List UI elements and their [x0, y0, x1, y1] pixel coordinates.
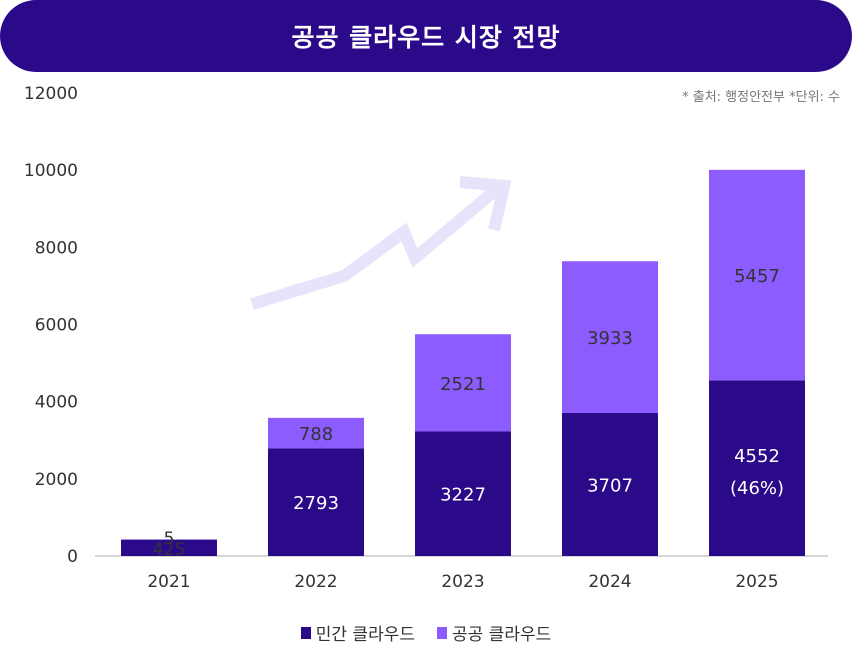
y-tick-label: 2000 [35, 470, 78, 490]
data-label-public: 5 [164, 529, 175, 549]
bar-private [268, 448, 364, 556]
bar-private [415, 431, 511, 556]
y-tick-label: 0 [67, 547, 78, 567]
legend-swatch-public [437, 626, 447, 639]
legend-label-private: 민간 클라우드 [315, 625, 415, 645]
bar-private [709, 380, 805, 556]
data-label-private: 3227 [440, 485, 486, 506]
x-tick-label: 2025 [735, 572, 778, 592]
legend-item-public: 공공 클라우드 [437, 620, 551, 645]
legend-item-private: 민간 클라우드 [300, 620, 415, 645]
x-tick-label: 2023 [441, 572, 484, 592]
data-label-public: 2521 [440, 374, 486, 395]
y-tick-label: 10000 [24, 161, 78, 181]
title-bar: 공공 클라우드 시장 전망 [0, 0, 852, 72]
legend-label-public: 공공 클라우드 [452, 625, 552, 645]
source-note: * 출처: 행정안전부 *단위: 수 [682, 90, 840, 105]
y-tick-label: 6000 [35, 316, 78, 336]
bar-public [415, 334, 511, 432]
legend-swatch-private [300, 626, 311, 639]
y-tick-label: 8000 [35, 238, 78, 258]
chart-title: 공공 클라우드 시장 전망 [291, 23, 561, 52]
data-label-public: 788 [299, 424, 333, 445]
x-tick-label: 2024 [588, 572, 631, 592]
data-label-share: (46%) [730, 478, 784, 499]
data-label-private: 425 [153, 540, 185, 560]
bar-private [562, 412, 658, 556]
data-label-private: 4552 [734, 446, 780, 467]
data-label-private: 2793 [293, 493, 339, 514]
y-tick-label: 4000 [35, 393, 78, 413]
legend: 민간 클라우드 공공 클라우드 [0, 620, 852, 645]
x-axis: 2021 2022 2023 2024 2025 [147, 572, 778, 592]
y-axis: 0 2000 4000 6000 8000 10000 12000 [24, 84, 78, 567]
bar-public [562, 261, 658, 413]
data-label-public: 3933 [587, 328, 633, 349]
x-tick-label: 2021 [147, 572, 190, 592]
bars [121, 169, 805, 556]
data-label-private: 3707 [587, 475, 633, 496]
data-label-public: 5457 [734, 266, 780, 287]
x-tick-label: 2022 [294, 572, 337, 592]
bar-private [121, 539, 217, 556]
trend-arrow [250, 176, 512, 310]
bar-public [709, 169, 805, 381]
bar-public [268, 417, 364, 449]
y-tick-label: 12000 [24, 84, 78, 104]
